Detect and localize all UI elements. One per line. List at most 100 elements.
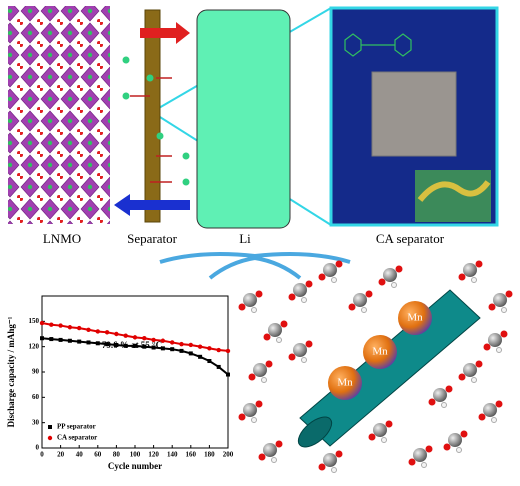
y-tick-label: 0 (36, 444, 40, 452)
data-point (105, 342, 110, 347)
data-point (188, 351, 193, 356)
atom (301, 357, 307, 363)
data-point (77, 325, 82, 331)
ca-structure (344, 33, 412, 57)
atom (413, 448, 427, 462)
atom (353, 293, 367, 307)
atom (491, 417, 497, 423)
atom (391, 282, 397, 288)
x-tick-label: 180 (204, 451, 215, 459)
atom (263, 443, 277, 457)
mn-sphere (328, 366, 362, 400)
atom (293, 343, 307, 357)
data-point (226, 372, 230, 377)
mn-label: Mn (337, 377, 353, 389)
data-point (179, 348, 184, 353)
atom (381, 437, 387, 443)
mn-sphere (363, 335, 397, 369)
x-tick-label: 0 (40, 451, 44, 459)
atom (378, 278, 386, 286)
arrow (114, 194, 190, 216)
atom (243, 293, 257, 307)
atom (238, 413, 246, 421)
label: CA separator (376, 231, 445, 246)
atom (331, 277, 337, 283)
atom (288, 293, 296, 301)
atom (305, 280, 313, 288)
atom (318, 273, 326, 281)
atom (248, 373, 256, 381)
atom (495, 400, 503, 408)
data-point (170, 347, 175, 352)
atom (255, 290, 263, 298)
atom (255, 400, 263, 408)
data-point (207, 359, 212, 364)
data-point (40, 336, 44, 341)
legend-marker (48, 425, 52, 429)
mn-label: Mn (407, 312, 423, 324)
legend-label: CA separator (57, 434, 97, 442)
label: Separator (127, 231, 177, 246)
data-point (95, 329, 101, 334)
atom (460, 430, 468, 438)
atom (441, 402, 447, 408)
data-point (114, 342, 119, 347)
mn-label: Mn (372, 346, 388, 358)
x-tick-label: 60 (94, 451, 102, 459)
atom (288, 353, 296, 361)
atom (335, 260, 343, 268)
data-point (216, 347, 221, 353)
x-axis-label: Cycle number (108, 461, 162, 471)
atom (488, 303, 496, 311)
data-point (170, 340, 175, 345)
data-point (49, 337, 54, 342)
data-point (58, 323, 63, 328)
data-point (114, 331, 119, 337)
data-point (86, 327, 91, 332)
atom (463, 363, 477, 377)
atom (445, 385, 453, 393)
data-point (142, 336, 147, 341)
atom (365, 290, 373, 298)
seaweed-photo (415, 170, 491, 222)
atom (243, 403, 257, 417)
atom (500, 330, 508, 338)
atom (335, 450, 343, 458)
label: Li (239, 231, 251, 246)
atom (458, 373, 466, 381)
data-point (67, 338, 72, 343)
atom (263, 333, 271, 341)
atom (475, 260, 483, 268)
legend-marker (47, 435, 53, 441)
atom (323, 453, 337, 467)
seaweed (417, 180, 491, 202)
data-point (216, 364, 221, 369)
atom (493, 293, 507, 307)
atom (428, 398, 436, 406)
data-point (67, 325, 73, 330)
atom (275, 440, 283, 448)
lnmo-crystal (8, 6, 110, 224)
atom (251, 417, 257, 423)
data-point (197, 344, 203, 349)
data-point (179, 341, 184, 347)
atom (271, 457, 277, 463)
mn-sphere (398, 301, 432, 335)
data-point (225, 348, 231, 354)
atom (488, 333, 502, 347)
li-electrode (196, 9, 291, 229)
atom (448, 433, 462, 447)
atom (483, 403, 497, 417)
atom (421, 462, 427, 468)
atom (361, 307, 367, 313)
atom (276, 337, 282, 343)
atom (483, 343, 491, 351)
ca-membrane (371, 71, 457, 157)
data-point (123, 333, 128, 338)
atom (253, 363, 267, 377)
data-point (188, 342, 193, 348)
atom (496, 347, 502, 353)
separator-bar (144, 9, 161, 223)
y-tick-label: 150 (29, 317, 40, 325)
